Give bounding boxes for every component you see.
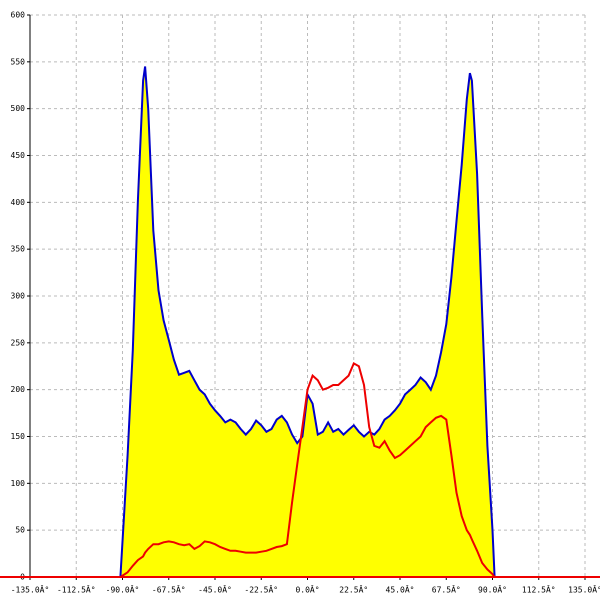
x-tick-label: 135.0Â° xyxy=(568,584,600,595)
x-tick-label: -135.0Â° xyxy=(11,584,50,595)
x-tick-label: 0.0Â° xyxy=(295,584,319,595)
y-tick-label: 300 xyxy=(11,292,26,301)
x-tick-label: 90.0Â° xyxy=(478,584,507,595)
x-tick-label: 22.5Â° xyxy=(339,584,368,595)
line xyxy=(119,361,496,578)
y-tick-label: 50 xyxy=(15,526,25,535)
area xyxy=(120,66,495,577)
x-tick-label: 67.5Â° xyxy=(432,584,461,595)
x-tick-label: -45.0Â° xyxy=(198,584,232,595)
x-tick-label: 112.5Â° xyxy=(522,584,556,595)
y-tick-label: 400 xyxy=(11,198,26,207)
y-tick-label: 250 xyxy=(11,338,26,347)
x-tick-label: -22.5Â° xyxy=(244,584,278,595)
y-tick-label: 150 xyxy=(11,432,26,441)
y-tick-label: 600 xyxy=(11,11,26,20)
y-tick-label: 450 xyxy=(11,151,26,160)
y-tick-label: 500 xyxy=(11,104,26,113)
y-tick-label: 550 xyxy=(11,57,26,66)
x-tick-label: 45.0Â° xyxy=(386,584,415,595)
x-tick-label: -67.5Â° xyxy=(152,584,186,595)
x-tick-label: -112.5Â° xyxy=(57,584,96,595)
line xyxy=(119,66,496,578)
x-tick-label: -90.0Â° xyxy=(106,584,140,595)
y-tick-label: 100 xyxy=(11,479,26,488)
y-tick-label: 350 xyxy=(11,245,26,254)
y-tick-label: 200 xyxy=(11,385,26,394)
